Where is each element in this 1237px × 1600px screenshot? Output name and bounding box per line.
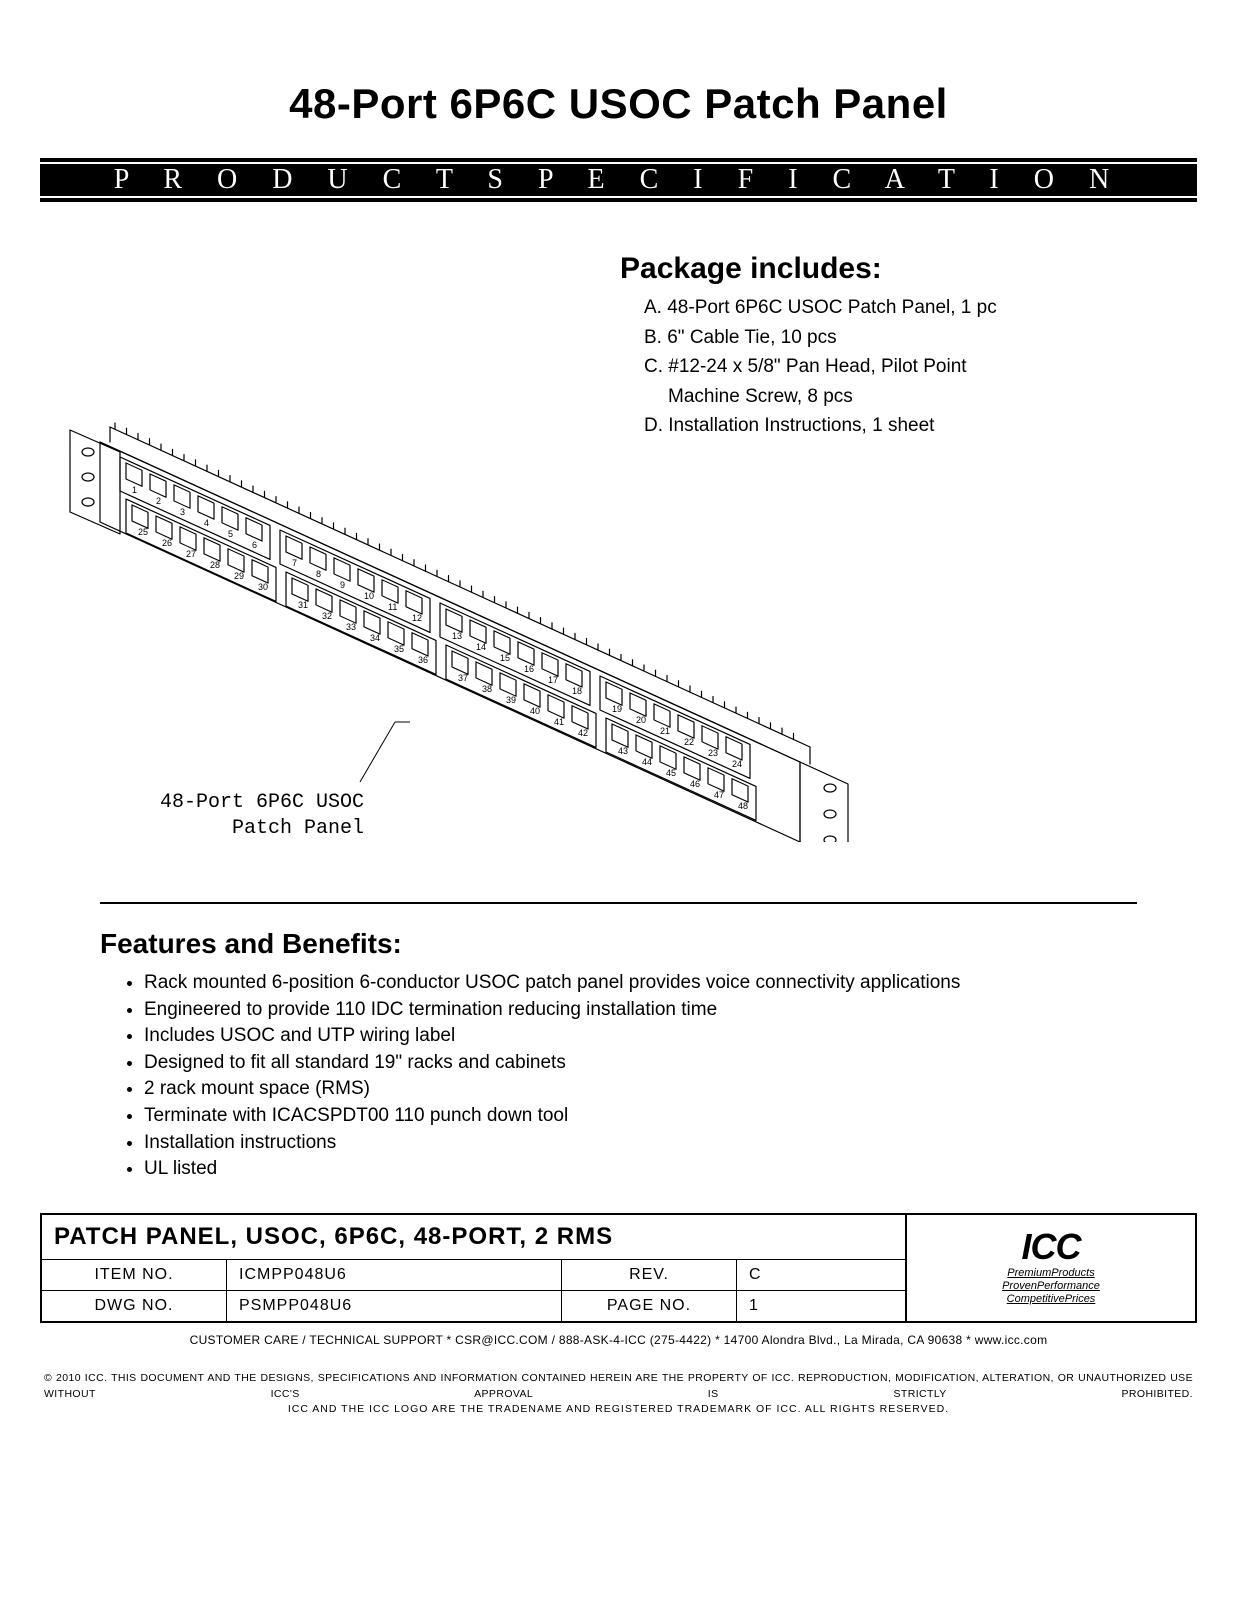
svg-text:5: 5 xyxy=(228,529,233,539)
svg-text:29: 29 xyxy=(234,571,244,581)
title-block-grid: ITEM NO. ICMPP048U6 REV. C DWG NO. PSMPP… xyxy=(42,1260,905,1321)
spec-bar: P R O D U C T S P E C I F I C A T I O N xyxy=(40,158,1197,202)
legal-line2: ICC AND THE ICC LOGO ARE THE TRADENAME A… xyxy=(44,1402,1193,1418)
tb-row: ITEM NO. ICMPP048U6 REV. C xyxy=(42,1260,905,1291)
svg-text:32: 32 xyxy=(322,611,332,621)
tb-row: DWG NO. PSMPP048U6 PAGE NO. 1 xyxy=(42,1291,905,1321)
icc-logo: ICC xyxy=(1022,1229,1081,1265)
tb-value: C xyxy=(737,1260,905,1290)
patch-panel-schematic: 1234567891011121314151617181920212223242… xyxy=(40,252,860,842)
svg-text:40: 40 xyxy=(530,706,540,716)
tag-proven: ProvenPerformance xyxy=(1002,1280,1100,1292)
svg-text:13: 13 xyxy=(452,631,462,641)
mid-section: 1234567891011121314151617181920212223242… xyxy=(40,252,1197,882)
features-heading: Features and Benefits: xyxy=(100,928,1137,960)
svg-text:22: 22 xyxy=(684,737,694,747)
svg-text:43: 43 xyxy=(618,746,628,756)
page-title: 48-Port 6P6C USOC Patch Panel xyxy=(40,80,1197,128)
svg-text:15: 15 xyxy=(500,653,510,663)
title-block-heading: PATCH PANEL, USOC, 6P6C, 48-PORT, 2 RMS xyxy=(42,1215,905,1260)
svg-text:14: 14 xyxy=(476,642,486,652)
svg-text:42: 42 xyxy=(578,728,588,738)
tb-label: DWG NO. xyxy=(42,1291,227,1321)
drawing-callout: 48-Port 6P6C USOC Patch Panel xyxy=(160,790,364,842)
svg-text:41: 41 xyxy=(554,717,564,727)
svg-text:31: 31 xyxy=(298,600,308,610)
svg-text:6: 6 xyxy=(252,540,257,550)
title-block-left: PATCH PANEL, USOC, 6P6C, 48-PORT, 2 RMS … xyxy=(42,1215,905,1321)
feature-item: Designed to fit all standard 19" racks a… xyxy=(144,1050,1137,1077)
svg-text:21: 21 xyxy=(660,726,670,736)
svg-text:4: 4 xyxy=(204,518,209,528)
tb-value: 1 xyxy=(737,1291,905,1321)
tb-label: PAGE NO. xyxy=(562,1291,737,1321)
legal-footer: © 2010 ICC. THIS DOCUMENT AND THE DESIGN… xyxy=(40,1371,1197,1418)
feature-item: Terminate with ICACSPDT00 110 punch down… xyxy=(144,1103,1137,1130)
svg-text:46: 46 xyxy=(690,779,700,789)
svg-text:1: 1 xyxy=(132,485,137,495)
support-footer: CUSTOMER CARE / TECHNICAL SUPPORT * CSR@… xyxy=(40,1333,1197,1347)
feature-item: UL listed xyxy=(144,1156,1137,1183)
svg-text:9: 9 xyxy=(340,580,345,590)
tb-label: REV. xyxy=(562,1260,737,1290)
drawing-area: 1234567891011121314151617181920212223242… xyxy=(40,252,600,882)
svg-text:37: 37 xyxy=(458,673,468,683)
svg-text:47: 47 xyxy=(714,790,724,800)
svg-text:25: 25 xyxy=(138,527,148,537)
feature-item: 2 rack mount space (RMS) xyxy=(144,1076,1137,1103)
svg-text:27: 27 xyxy=(186,549,196,559)
callout-line2: Patch Panel xyxy=(232,817,364,840)
tag-premium: PremiumProducts xyxy=(1007,1267,1094,1279)
svg-text:39: 39 xyxy=(506,695,516,705)
svg-text:45: 45 xyxy=(666,768,676,778)
svg-text:2: 2 xyxy=(156,496,161,506)
spec-bar-text: P R O D U C T S P E C I F I C A T I O N xyxy=(114,164,1123,196)
svg-text:12: 12 xyxy=(412,613,422,623)
svg-text:48: 48 xyxy=(738,801,748,811)
svg-text:36: 36 xyxy=(418,655,428,665)
tb-value: ICMPP048U6 xyxy=(227,1260,562,1290)
svg-text:26: 26 xyxy=(162,538,172,548)
feature-item: Includes USOC and UTP wiring label xyxy=(144,1023,1137,1050)
feature-item: Installation instructions xyxy=(144,1130,1137,1157)
feature-item: Rack mounted 6-position 6-conductor USOC… xyxy=(144,970,1137,997)
svg-text:17: 17 xyxy=(548,675,558,685)
svg-text:7: 7 xyxy=(292,558,297,568)
title-block-logo-area: ICC PremiumProducts ProvenPerformance Co… xyxy=(905,1215,1195,1321)
features-block: Features and Benefits: Rack mounted 6-po… xyxy=(40,928,1197,1183)
section-divider xyxy=(100,902,1137,904)
svg-text:16: 16 xyxy=(524,664,534,674)
svg-text:10: 10 xyxy=(364,591,374,601)
svg-text:23: 23 xyxy=(708,748,718,758)
svg-text:33: 33 xyxy=(346,622,356,632)
features-list: Rack mounted 6-position 6-conductor USOC… xyxy=(100,970,1137,1183)
svg-text:34: 34 xyxy=(370,633,380,643)
svg-text:3: 3 xyxy=(180,507,185,517)
logo-tagline: PremiumProducts ProvenPerformance Compet… xyxy=(1002,1267,1100,1307)
svg-text:35: 35 xyxy=(394,644,404,654)
feature-item: Engineered to provide 110 IDC terminatio… xyxy=(144,997,1137,1024)
tb-value: PSMPP048U6 xyxy=(227,1291,562,1321)
svg-text:11: 11 xyxy=(388,602,397,612)
svg-text:38: 38 xyxy=(482,684,492,694)
legal-line1: © 2010 ICC. THIS DOCUMENT AND THE DESIGN… xyxy=(44,1372,1193,1400)
svg-text:18: 18 xyxy=(572,686,582,696)
tb-label: ITEM NO. xyxy=(42,1260,227,1290)
svg-text:20: 20 xyxy=(636,715,646,725)
title-block: PATCH PANEL, USOC, 6P6C, 48-PORT, 2 RMS … xyxy=(40,1213,1197,1323)
svg-text:30: 30 xyxy=(258,582,268,592)
spec-sheet-page: 48-Port 6P6C USOC Patch Panel P R O D U … xyxy=(0,0,1237,1600)
svg-text:44: 44 xyxy=(642,757,652,767)
tag-prices: CompetitivePrices xyxy=(1007,1293,1096,1305)
svg-text:24: 24 xyxy=(732,759,742,769)
callout-line1: 48-Port 6P6C USOC xyxy=(160,791,364,814)
svg-text:28: 28 xyxy=(210,560,220,570)
svg-text:19: 19 xyxy=(612,704,622,714)
svg-text:8: 8 xyxy=(316,569,321,579)
